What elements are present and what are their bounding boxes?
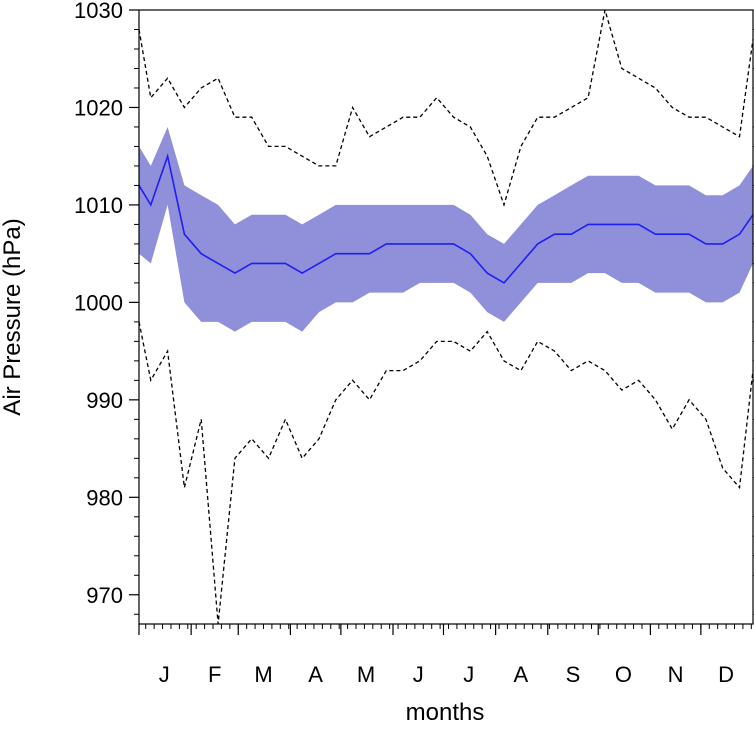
y-axis-label: Air Pressure (hPa) (0, 218, 26, 415)
x-tick-label: O (615, 662, 632, 687)
x-tick-label: A (308, 662, 323, 687)
std-band-layer (139, 127, 753, 332)
x-axis-label: months (406, 699, 485, 724)
series-layer (138, 9, 754, 625)
y-tick-label: 1020 (74, 95, 123, 120)
x-tick-label: J (463, 662, 474, 687)
y-tick-label: 1000 (74, 290, 123, 315)
max-series-line (138, 9, 754, 208)
x-tick-label: J (413, 662, 424, 687)
y-tick-label: 990 (86, 388, 123, 413)
x-tick-label: F (208, 662, 221, 687)
axis-layer: 970 980 990 1000 1010 1020 1030 J F M A M J J A S O N D (74, 0, 754, 687)
y-tick-label: 980 (86, 485, 123, 510)
x-tick-label: M (254, 662, 272, 687)
plot-frame (138, 9, 754, 625)
band-area (139, 127, 753, 332)
x-tick-label: D (718, 662, 734, 687)
x-tick-label: S (566, 662, 581, 687)
y-tick-label: 1010 (74, 193, 123, 218)
min-series-line (138, 321, 754, 625)
x-tick-label: J (159, 662, 170, 687)
x-tick-label: M (357, 662, 375, 687)
mean-series-line (138, 153, 754, 284)
x-tick-label: A (514, 662, 529, 687)
y-tick-label: 970 (86, 583, 123, 608)
x-tick-label: N (668, 662, 684, 687)
y-tick-label: 1030 (74, 0, 123, 23)
